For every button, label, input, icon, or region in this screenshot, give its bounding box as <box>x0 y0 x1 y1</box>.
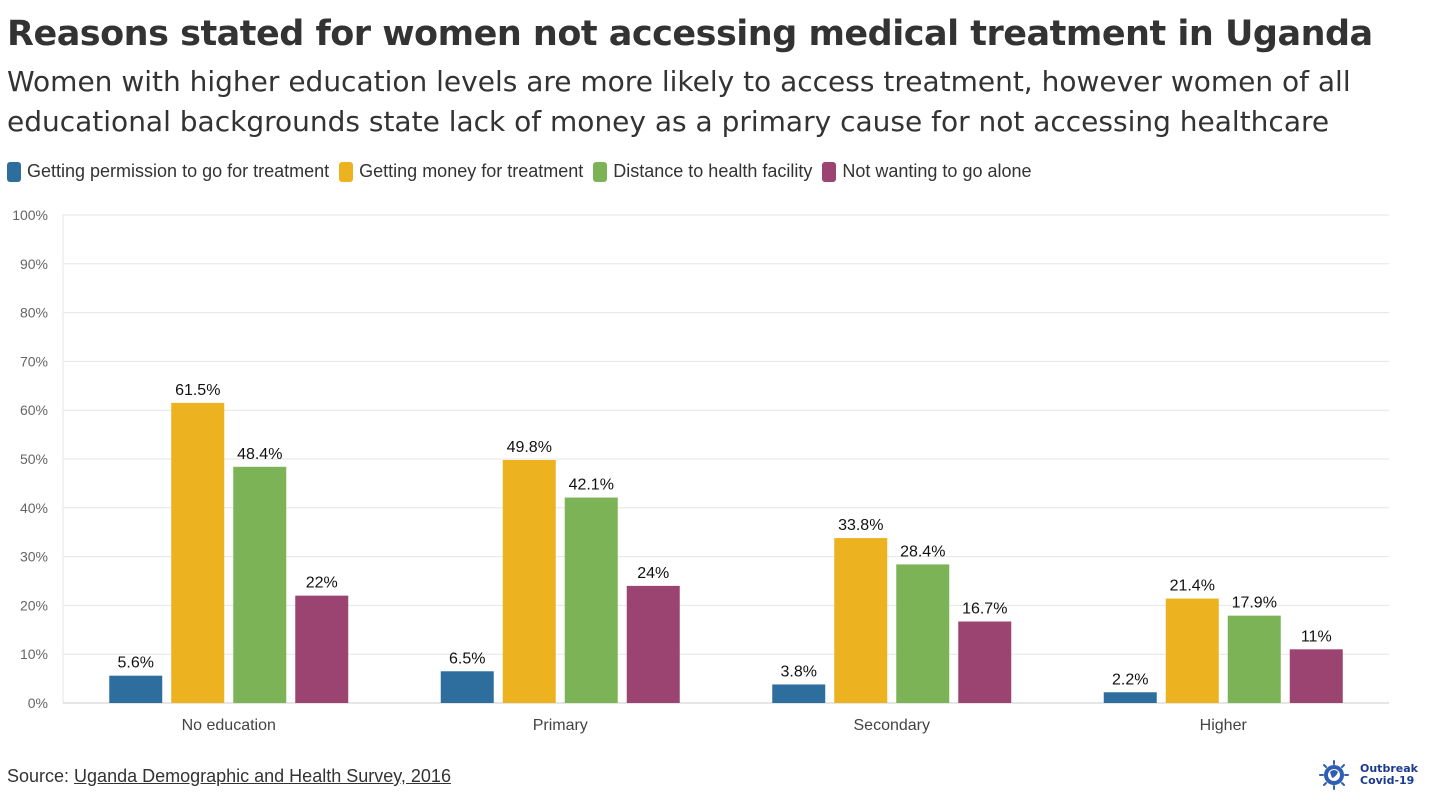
legend-swatch <box>822 161 837 182</box>
legend-label: Distance to health facility <box>613 161 813 181</box>
legend-item-getting-permission-to-go-for-treatment[interactable]: Getting permission to go for treatment <box>7 161 329 182</box>
legend-label: Getting permission to go for treatment <box>27 161 330 181</box>
data-label: 48.4% <box>237 446 282 463</box>
outbreak-logo[interactable]: Outbreak Covid-19 <box>1312 759 1418 791</box>
y-tick-label: 40% <box>20 500 48 516</box>
legend-swatch <box>339 161 354 182</box>
bar-getting-money-for-treatment <box>171 402 225 703</box>
y-tick-label: 90% <box>20 256 48 272</box>
data-label: 6.5% <box>449 650 485 667</box>
legend-swatch <box>7 161 21 182</box>
bar-not-wanting-to-go-alone <box>1289 649 1343 703</box>
data-label: 33.8% <box>838 517 883 534</box>
y-tick-label: 100% <box>12 207 48 223</box>
y-tick-label: 20% <box>20 597 48 613</box>
y-tick-label: 30% <box>20 549 48 565</box>
chart-subtitle: Women with higher education levels are m… <box>7 65 1351 138</box>
x-tick-label: No education <box>182 717 276 734</box>
bar-distance-to-health-facility <box>564 497 618 703</box>
bar-getting-money-for-treatment <box>834 538 888 703</box>
bar-distance-to-health-facility <box>1227 615 1281 703</box>
bar-getting-permission-to-go-for-treatment <box>109 675 163 703</box>
logo-line2: Covid-19 <box>1360 774 1415 787</box>
bar-getting-permission-to-go-for-treatment <box>440 671 494 703</box>
legend-item-distance-to-health-facility[interactable]: Distance to health facility <box>593 161 812 182</box>
bar-getting-permission-to-go-for-treatment <box>772 684 826 703</box>
data-label: 21.4% <box>1170 578 1215 595</box>
x-tick-label: Secondary <box>854 717 931 734</box>
source-footer: Source: Uganda Demographic and Health Su… <box>7 766 451 787</box>
legend-item-not-wanting-to-go-alone[interactable]: Not wanting to go alone <box>822 161 1032 182</box>
x-tick-label: Higher <box>1200 717 1248 734</box>
data-label: 11% <box>1301 628 1332 645</box>
logo-line1: Outbreak <box>1360 762 1418 775</box>
data-label: 17.9% <box>1232 595 1277 612</box>
bar-distance-to-health-facility <box>896 564 950 703</box>
legend: Getting permission to go for treatment Ge… <box>7 161 1042 182</box>
y-tick-label: 50% <box>20 451 48 467</box>
data-label: 24% <box>637 565 669 582</box>
data-label: 61.5% <box>175 382 220 399</box>
legend-label: Not wanting to go alone <box>842 161 1032 181</box>
y-tick-label: 0% <box>28 695 48 711</box>
data-label: 2.2% <box>1112 671 1148 688</box>
data-label: 28.4% <box>900 543 945 560</box>
data-label: 16.7% <box>962 601 1007 618</box>
bar-not-wanting-to-go-alone <box>295 595 349 703</box>
bar-getting-money-for-treatment <box>502 459 556 703</box>
y-tick-label: 70% <box>20 353 48 369</box>
data-label: 49.8% <box>507 439 552 456</box>
y-tick-label: 60% <box>20 402 48 418</box>
virus-globe-icon <box>1319 760 1349 790</box>
chart-title: Reasons stated for women not accessing m… <box>7 14 1373 54</box>
data-label: 5.6% <box>118 655 154 672</box>
bar-getting-permission-to-go-for-treatment <box>1103 692 1157 703</box>
legend-swatch <box>593 161 608 182</box>
y-tick-label: 10% <box>20 646 48 662</box>
data-label: 3.8% <box>781 663 817 680</box>
bar-not-wanting-to-go-alone <box>626 585 680 703</box>
bar-chart: 0% 10% 20% 30% 40% 50% 60% 70% 80% 90% 100% 5.6% 61.… <box>12 207 1389 734</box>
data-label: 42.1% <box>569 477 614 494</box>
source-prefix: Source: <box>7 766 75 786</box>
data-label: 22% <box>306 575 338 592</box>
legend-label: Getting money for treatment <box>359 161 584 181</box>
bar-not-wanting-to-go-alone <box>958 621 1012 703</box>
y-tick-label: 80% <box>20 305 48 321</box>
legend-item-getting-money-for-treatment[interactable]: Getting money for treatment <box>339 161 583 182</box>
bar-getting-money-for-treatment <box>1165 598 1219 703</box>
source-link[interactable]: Uganda Demographic and Health Survey, 20… <box>74 766 451 786</box>
x-tick-label: Primary <box>533 717 588 734</box>
bar-distance-to-health-facility <box>233 466 287 703</box>
